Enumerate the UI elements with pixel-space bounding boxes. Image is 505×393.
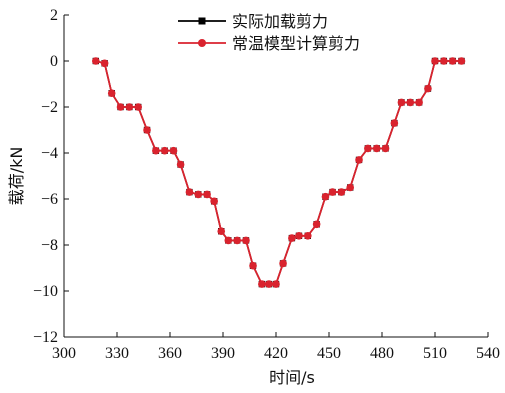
legend-item: 常温模型计算剪力	[178, 34, 360, 53]
legend-marker	[198, 39, 206, 47]
data-point	[92, 57, 100, 65]
data-point	[397, 98, 406, 107]
data-point	[406, 98, 415, 107]
x-tick-label: 360	[158, 345, 182, 362]
data-point	[295, 232, 303, 240]
y-tick-label: 2	[50, 7, 58, 24]
data-point	[440, 57, 448, 65]
data-point	[100, 59, 109, 68]
data-point	[272, 280, 280, 288]
data-point	[224, 236, 233, 245]
data-point	[390, 119, 399, 127]
x-tick-label: 390	[211, 345, 235, 362]
data-point	[321, 192, 330, 201]
data-point	[160, 146, 169, 155]
data-point	[448, 57, 457, 65]
data-point	[203, 190, 211, 199]
data-point	[116, 103, 125, 111]
data-point	[134, 103, 142, 111]
y-tick-label: 0	[50, 53, 58, 70]
x-tick-label: 540	[476, 345, 500, 362]
data-point	[337, 188, 346, 196]
data-point	[279, 259, 287, 268]
data-point	[176, 160, 185, 169]
legend-label: 实际加载剪力	[232, 12, 328, 31]
data-point	[265, 280, 273, 288]
legend-item: 实际加载剪力	[178, 12, 328, 31]
data-point	[258, 280, 266, 288]
y-axis-title: 载荷/kN	[7, 147, 26, 206]
x-tick-label: 300	[52, 345, 76, 362]
data-point	[364, 144, 372, 153]
data-point	[372, 144, 381, 153]
x-tick-label: 510	[423, 345, 447, 362]
data-point	[355, 156, 363, 164]
y-tick-label: −4	[41, 145, 58, 162]
x-tick-label: 480	[370, 345, 394, 362]
y-tick-label: −6	[41, 191, 58, 208]
data-point	[242, 236, 250, 245]
data-point	[415, 98, 423, 107]
x-tick-label: 420	[264, 345, 288, 362]
data-point	[304, 232, 312, 240]
series-2	[92, 57, 466, 288]
data-point	[143, 126, 151, 134]
series-1	[92, 57, 465, 288]
series-line	[95, 60, 462, 285]
data-point	[249, 261, 257, 270]
data-point	[431, 57, 439, 65]
data-point	[457, 57, 466, 65]
data-point	[233, 236, 241, 245]
data-point	[217, 227, 226, 235]
data-point	[169, 146, 178, 155]
x-tick-label: 330	[105, 345, 129, 362]
y-tick-label: −8	[41, 237, 58, 254]
data-point	[381, 144, 390, 153]
data-point	[312, 220, 321, 229]
data-point	[346, 183, 355, 192]
data-point	[152, 146, 160, 155]
data-point	[288, 234, 296, 242]
series-layer	[92, 57, 466, 288]
y-tick-label: −12	[33, 329, 58, 346]
data-point	[194, 190, 203, 199]
data-point	[424, 84, 432, 93]
x-tick-label: 450	[317, 345, 341, 362]
data-point	[125, 103, 134, 111]
legend-label: 常温模型计算剪力	[232, 34, 360, 53]
y-tick-label: −10	[33, 283, 58, 300]
y-tick-label: −2	[41, 99, 58, 116]
series-line	[95, 60, 462, 286]
data-point	[107, 89, 116, 97]
x-axis-title: 时间/s	[269, 368, 315, 387]
data-point	[328, 188, 337, 196]
data-point	[210, 197, 218, 206]
legend-marker	[198, 17, 206, 25]
data-point	[185, 188, 194, 196]
